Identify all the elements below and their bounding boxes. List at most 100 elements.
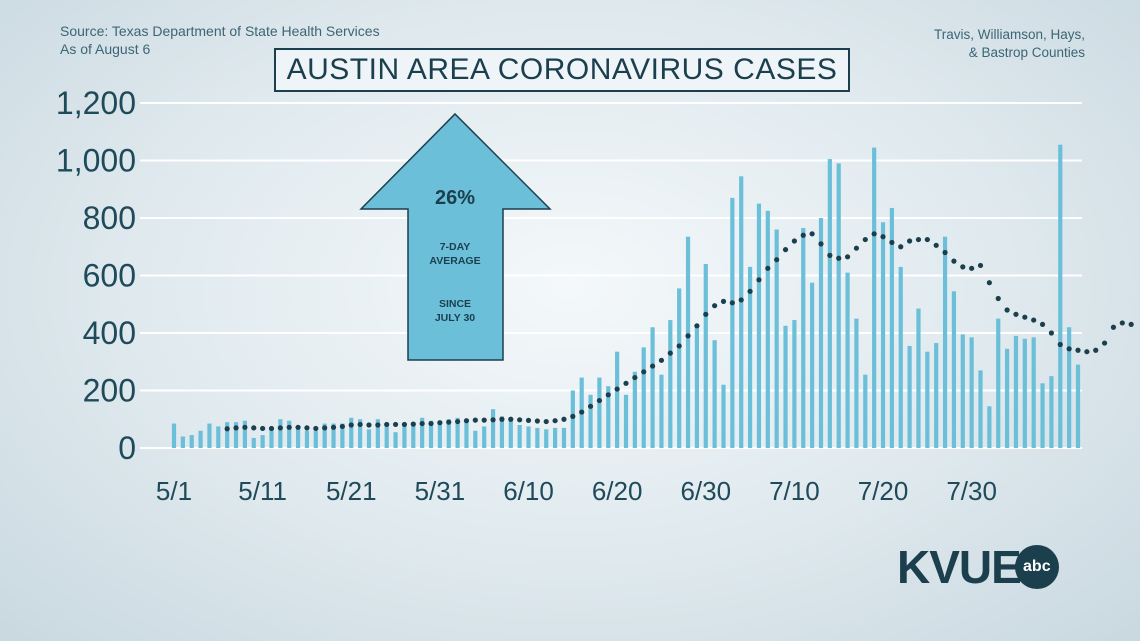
case-bar — [225, 422, 230, 448]
average-dot — [712, 303, 718, 309]
average-dot — [543, 418, 549, 425]
callout-label-2: AVERAGE — [429, 255, 480, 267]
average-dot — [1031, 317, 1037, 323]
case-bar — [313, 430, 318, 448]
average-dot — [1093, 347, 1099, 353]
source-line: Source: Texas Department of State Health… — [60, 23, 380, 39]
average-dot — [844, 254, 851, 260]
case-bar — [198, 430, 203, 448]
case-bar — [499, 416, 505, 448]
case-bar — [322, 423, 327, 448]
average-dot — [268, 425, 275, 432]
average-dot — [605, 392, 611, 398]
case-bar — [934, 343, 939, 448]
case-bar — [331, 423, 336, 448]
average-dot — [322, 425, 328, 431]
average-dot — [490, 417, 496, 423]
average-dot — [658, 357, 665, 363]
x-axis-ticks: 5/1 5/11 5/21 5/31 6/10 6/20 6/30 7/10 7/20 7/30 — [156, 476, 997, 506]
case-bar — [464, 420, 469, 448]
case-bar — [854, 318, 859, 448]
title-box: AUSTIN AREA CORONAVIRUS CASES — [274, 48, 850, 92]
average-dot — [587, 403, 594, 409]
case-bar — [349, 417, 354, 448]
case-bar — [242, 420, 248, 448]
average-dot — [313, 425, 319, 432]
callout-percent: 26% — [435, 187, 475, 209]
average-dot — [641, 369, 647, 375]
counties-note: Travis, Williamson, Hays, & Bastrop Coun… — [934, 26, 1085, 62]
as-of-date: As of August 6 — [60, 41, 151, 57]
x-tick-label: 5/31 — [415, 476, 466, 506]
average-dot — [534, 418, 540, 424]
case-bar — [1040, 383, 1045, 448]
x-tick-label: 6/10 — [503, 476, 554, 506]
case-bar — [544, 429, 549, 448]
case-bar — [1031, 337, 1036, 448]
average-dot — [862, 236, 868, 243]
case-bar — [650, 327, 655, 448]
x-tick-label: 5/11 — [238, 476, 287, 506]
x-tick-label: 6/30 — [680, 476, 731, 506]
case-bar — [189, 435, 194, 448]
average-dot — [1128, 321, 1134, 327]
average-dot — [251, 425, 257, 431]
case-bar — [606, 386, 611, 448]
case-bar — [216, 426, 221, 448]
case-bar — [358, 419, 363, 448]
average-dot — [774, 257, 780, 263]
average-dot — [738, 297, 744, 303]
y-tick-label: 800 — [83, 200, 136, 236]
average-dot — [694, 323, 700, 329]
y-tick-label: 1,000 — [56, 143, 136, 179]
average-dot — [649, 363, 656, 369]
average-dot — [357, 421, 363, 428]
case-bar — [251, 437, 256, 448]
average-dot — [1084, 349, 1090, 355]
average-dot — [729, 300, 735, 306]
average-dot — [295, 424, 301, 430]
case-bar — [703, 264, 708, 448]
case-bar — [490, 409, 496, 448]
case-bar — [810, 282, 815, 448]
y-tick-label: 0 — [118, 430, 136, 466]
case-bar — [561, 427, 567, 448]
case-bar — [774, 229, 779, 448]
counties-line-2: & Bastrop Counties — [968, 45, 1085, 60]
grid-lines — [140, 102, 1082, 449]
average-dot — [977, 262, 984, 269]
average-dot — [304, 425, 310, 431]
case-bar — [482, 426, 487, 448]
case-bar — [1022, 338, 1027, 448]
average-dot — [1075, 347, 1081, 353]
x-tick-label: 5/21 — [326, 476, 377, 506]
average-dot — [676, 343, 682, 349]
case-bar — [1049, 376, 1054, 448]
average-dot — [960, 264, 966, 270]
case-bar — [455, 417, 460, 448]
average-dot — [942, 249, 948, 256]
y-axis-ticks: 0 200 400 600 800 1,000 1,200 — [56, 85, 136, 466]
y-tick-label: 400 — [83, 315, 136, 351]
average-dot — [827, 252, 833, 258]
average-dot — [481, 417, 487, 423]
case-bar — [987, 406, 992, 448]
x-tick-label: 5/1 — [156, 476, 192, 506]
y-tick-label: 600 — [83, 258, 136, 294]
average-dot — [1022, 314, 1028, 320]
average-dot — [330, 424, 337, 430]
average-dot — [286, 424, 292, 430]
average-dot — [614, 386, 620, 392]
average-dot — [410, 421, 416, 427]
case-bar — [818, 218, 824, 448]
average-dot — [499, 416, 505, 422]
case-bar — [960, 334, 965, 448]
average-dot — [224, 426, 230, 432]
average-dot — [1110, 324, 1117, 330]
average-dot — [375, 422, 381, 428]
case-bar — [907, 345, 912, 448]
average-dot — [1057, 341, 1063, 348]
case-bar — [1013, 335, 1019, 448]
case-bar — [792, 320, 797, 448]
